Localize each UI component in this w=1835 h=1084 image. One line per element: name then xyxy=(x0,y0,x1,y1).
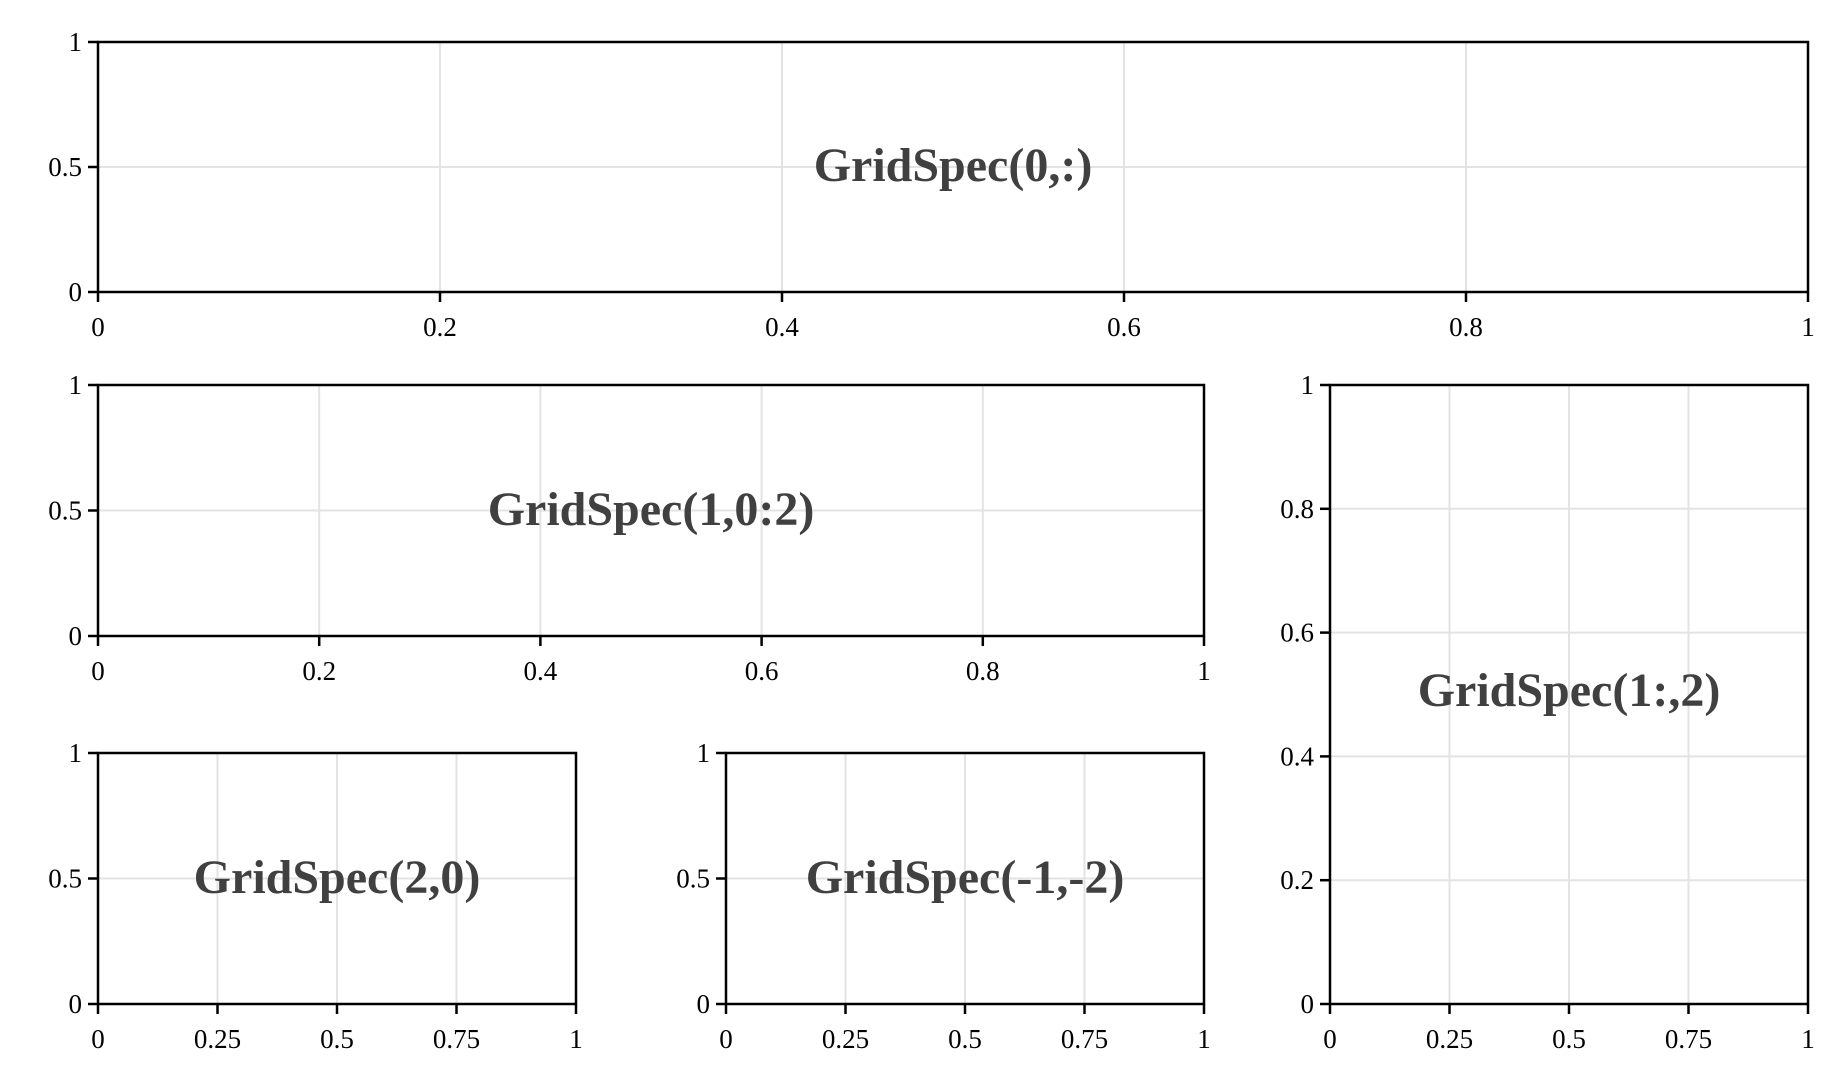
y-tick-label: 1 xyxy=(69,370,83,400)
x-tick-label: 0.5 xyxy=(1552,1024,1586,1054)
x-tick-label: 0.2 xyxy=(423,312,457,342)
x-tick-label: 0.8 xyxy=(966,656,1000,686)
x-tick-label: 0.6 xyxy=(1107,312,1141,342)
x-tick-label: 0.8 xyxy=(1449,312,1483,342)
panel-gridspec-2-0: 0 0.25 0.5 0.75 1 0 0.5 1 GridSpec(2,0) xyxy=(48,738,583,1054)
y-tick-label: 0.5 xyxy=(676,864,710,894)
x-tick-label: 0.75 xyxy=(1061,1024,1108,1054)
y-tick-label: 0.5 xyxy=(48,864,82,894)
panel-title: GridSpec(2,0) xyxy=(194,851,481,904)
y-tick-label: 0.2 xyxy=(1280,865,1314,895)
x-tick-label: 0.25 xyxy=(822,1024,869,1054)
y-tick-label: 0.5 xyxy=(48,152,82,182)
panel-title: GridSpec(-1,-2) xyxy=(806,851,1125,904)
x-tick-label: 0 xyxy=(1323,1024,1337,1054)
x-tick-label: 1 xyxy=(1801,312,1815,342)
y-tick-label: 0 xyxy=(69,621,83,651)
y-tick-label: 0 xyxy=(69,989,83,1019)
x-tick-label: 0.75 xyxy=(433,1024,480,1054)
y-tick-label: 0.4 xyxy=(1280,741,1314,771)
y-tick-label: 1 xyxy=(69,27,83,57)
panel-gridspec-1-all-2: 0 0.25 0.5 0.75 1 0 0.2 0.4 0.6 0.8 1 GridSpec(1:,2… xyxy=(1280,370,1815,1054)
x-tick-label: 0.4 xyxy=(524,656,558,686)
x-tick-label: 0.5 xyxy=(948,1024,982,1054)
x-tick-label: 1 xyxy=(1197,656,1211,686)
x-tick-label: 0.75 xyxy=(1665,1024,1712,1054)
x-tick-label: 0 xyxy=(91,312,105,342)
y-tick-label: 1 xyxy=(69,738,83,768)
x-tick-label: 1 xyxy=(1801,1024,1815,1054)
y-tick-label: 1 xyxy=(1301,370,1315,400)
panel-gridspec-neg1-neg2: 0 0.25 0.5 0.75 1 0 0.5 1 GridSpec(-1,-2) xyxy=(676,738,1211,1054)
y-tick-label: 1 xyxy=(697,738,711,768)
y-tick-label: 0 xyxy=(1301,989,1315,1019)
x-tick-label: 0.2 xyxy=(302,656,336,686)
panel-gridspec-0-all: 0 0.2 0.4 0.6 0.8 1 0 0.5 1 GridSpec(0,:) xyxy=(48,27,1815,342)
x-tick-label: 0 xyxy=(91,656,105,686)
x-tick-label: 0.4 xyxy=(765,312,799,342)
x-tick-label: 0.5 xyxy=(320,1024,354,1054)
panel-title: GridSpec(1,0:2) xyxy=(488,483,815,536)
y-tick-label: 0.5 xyxy=(48,496,82,526)
panel-title: GridSpec(0,:) xyxy=(814,139,1093,192)
x-tick-label: 0 xyxy=(91,1024,105,1054)
x-tick-label: 1 xyxy=(569,1024,583,1054)
y-tick-label: 0 xyxy=(697,989,711,1019)
y-tick-label: 0.6 xyxy=(1280,618,1314,648)
x-tick-label: 1 xyxy=(1197,1024,1211,1054)
panel-title: GridSpec(1:,2) xyxy=(1418,664,1721,717)
x-tick-label: 0.6 xyxy=(745,656,779,686)
y-tick-label: 0.8 xyxy=(1280,494,1314,524)
x-tick-label: 0 xyxy=(719,1024,733,1054)
y-tick-label: 0 xyxy=(69,277,83,307)
panel-gridspec-1-0-2: 0 0.2 0.4 0.6 0.8 1 0 0.5 1 GridSpec(1,0:2) xyxy=(48,370,1211,686)
x-tick-label: 0.25 xyxy=(194,1024,241,1054)
x-tick-label: 0.25 xyxy=(1426,1024,1473,1054)
